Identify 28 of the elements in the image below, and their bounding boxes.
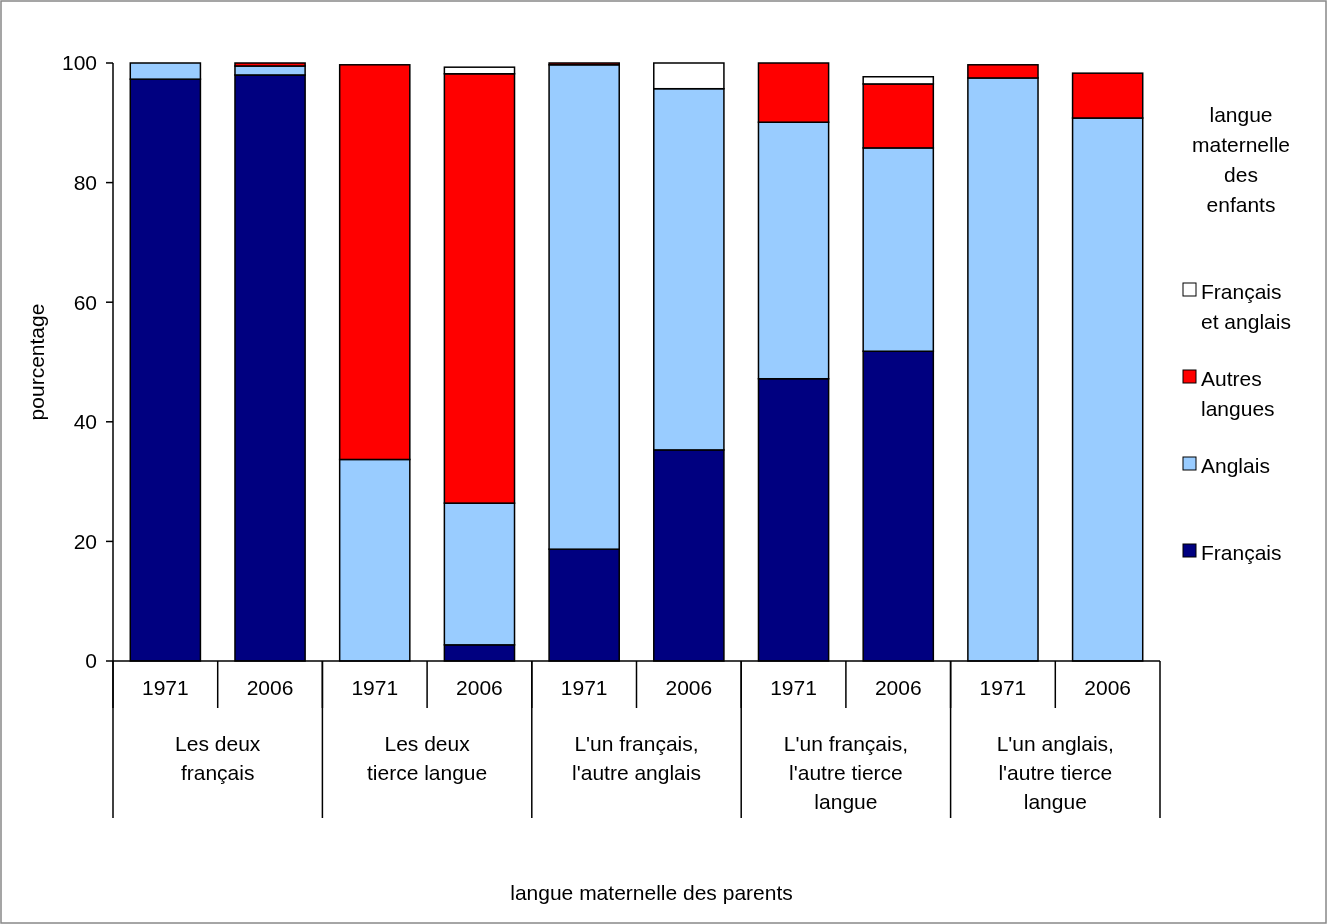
x-tick-label: 2006 [874,676,922,699]
y-tick-label: 20 [73,529,97,553]
legend-title: langue maternelle des enfants [1191,103,1291,216]
text: langue maternelle des parents [510,881,793,904]
text: L'un français, l'autre anglais [572,732,701,784]
y-tick-label: 100 [61,51,97,75]
x-tick-label: 1971 [351,676,399,699]
x-tick-label: 2006 [1084,676,1132,699]
text: L'un anglais, l'autre tierce langue [996,732,1114,813]
legend-label: Autres langues [1201,367,1275,421]
x-tick-label: 2006 [665,676,713,699]
y-axis-title: pourcentage [25,303,48,421]
text: Les deux tierce langue [366,732,488,784]
x-tick-label: 1971 [560,676,608,699]
legend-label: Français et anglais [1201,280,1291,334]
text: Les deux français [175,732,261,784]
y-tick-label: 40 [73,410,97,434]
x-tick-label: 1971 [141,676,189,699]
legend-label: Français [1201,541,1282,565]
y-tick-label: 60 [73,290,97,314]
x-tick-label: 1971 [979,676,1027,699]
text: L'un français, l'autre tierce langue [783,732,909,813]
x-tick-label: 2006 [246,676,294,699]
y-tick-label: 0 [85,649,97,673]
x-tick-label: 2006 [456,676,503,699]
x-tick-label: 1971 [770,676,817,699]
legend-label: Anglais [1201,454,1270,478]
y-tick-label: 80 [73,170,97,194]
